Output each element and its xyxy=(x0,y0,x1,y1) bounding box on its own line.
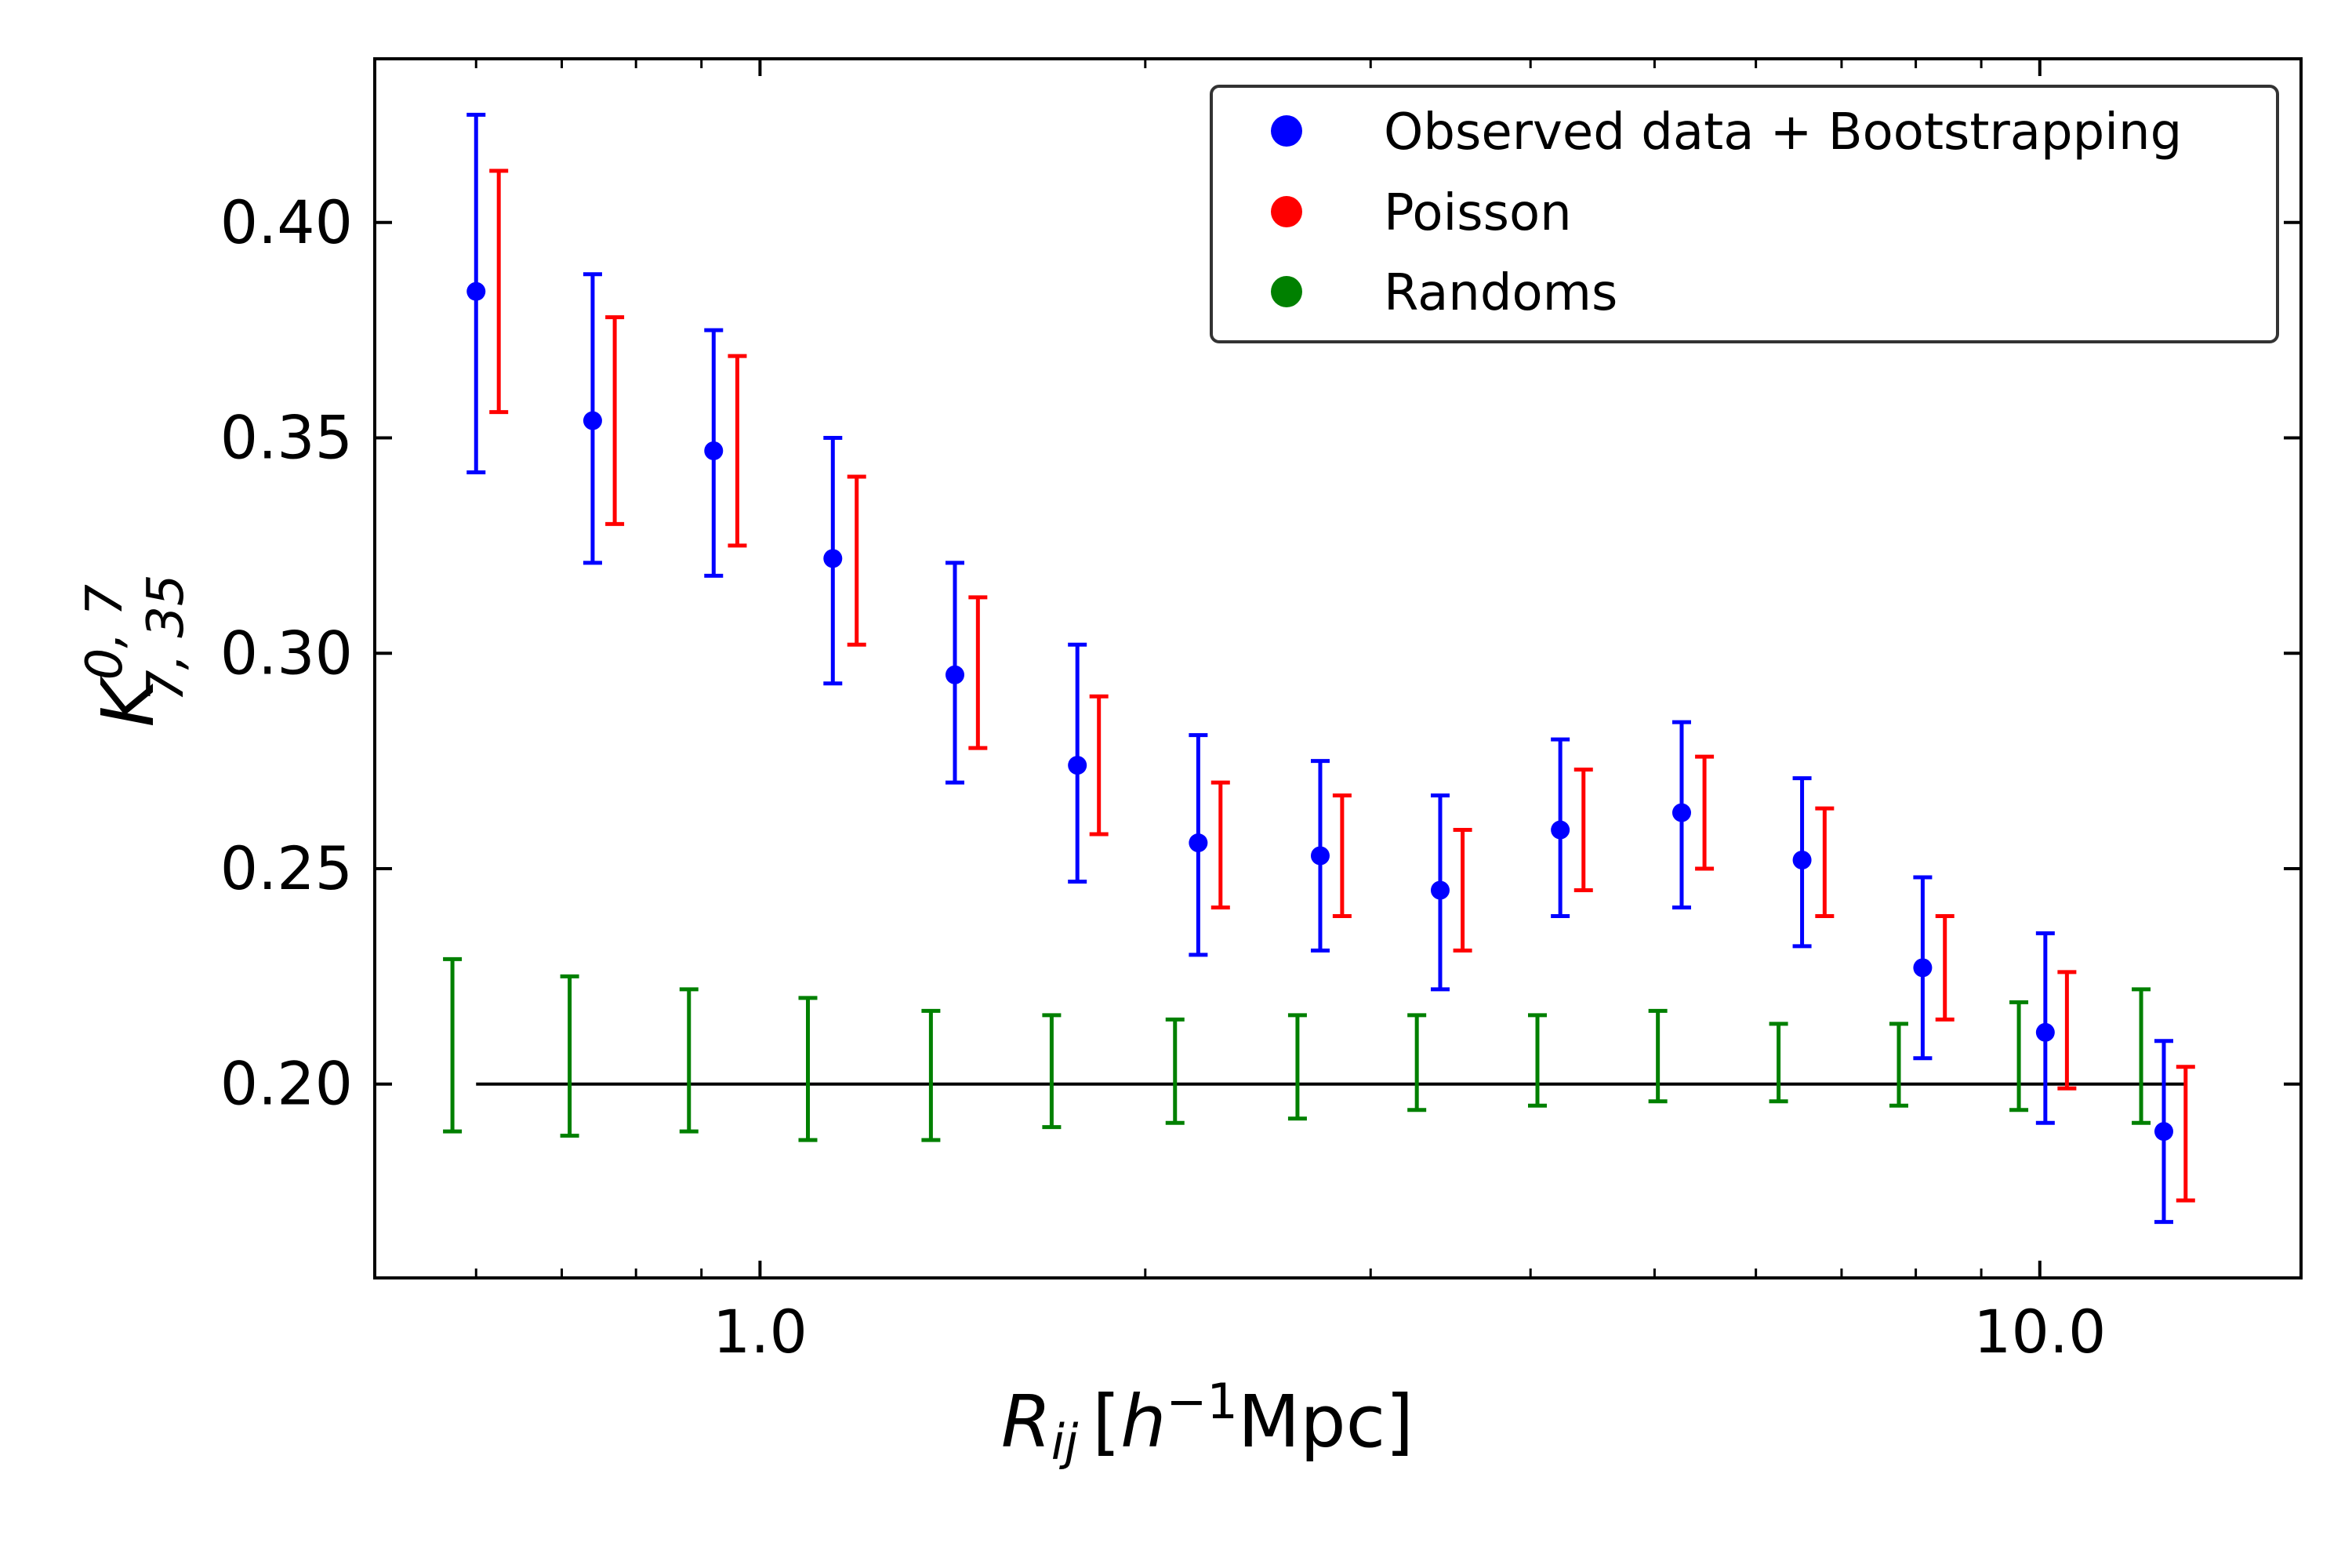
y-tick-label: 0.20 xyxy=(220,1049,353,1119)
y-tick-label: 0.30 xyxy=(220,618,353,688)
legend-box xyxy=(1210,85,2279,343)
x-label-unit: Mpc] xyxy=(1238,1380,1414,1464)
legend-label-randoms: Randoms xyxy=(1384,264,1617,322)
series-randoms xyxy=(443,956,2151,1142)
data-point xyxy=(704,441,724,461)
series-observed-data-bootstrapping xyxy=(466,112,2173,1225)
data-point xyxy=(1068,756,1087,775)
x-axis-label: Rij [h−1Mpc] xyxy=(1001,1373,1414,1471)
data-point xyxy=(1310,846,1330,866)
series-poisson xyxy=(489,169,2195,1203)
data-point xyxy=(1430,880,1450,900)
y-label-sub: 7, 35 xyxy=(137,574,195,702)
series-layer xyxy=(443,112,2195,1225)
ticks-layer: 0.20 0.25 0.30 0.35 0.40 1.0 10.0 xyxy=(220,59,2301,1367)
y-tick-label: 0.35 xyxy=(220,403,353,473)
y-label-sup: 0, 7 xyxy=(76,584,134,680)
x-tick-label: 10.0 xyxy=(1973,1297,2106,1367)
y-label-main: K xyxy=(86,675,170,728)
legend-marker-poisson xyxy=(1271,196,1302,227)
data-point xyxy=(466,281,486,301)
data-point xyxy=(823,549,843,568)
data-point xyxy=(583,411,602,430)
y-axis-label: K0, 77, 35 xyxy=(76,574,195,727)
data-point xyxy=(1671,803,1691,822)
plot-frame xyxy=(373,57,2303,1279)
x-label-bracket: [ xyxy=(1092,1380,1120,1464)
x-label-main: R xyxy=(1001,1380,1051,1464)
data-point xyxy=(2154,1122,2173,1142)
data-point xyxy=(945,665,964,684)
data-point xyxy=(1913,958,1933,978)
legend-label-observed: Observed data + Bootstrapping xyxy=(1384,103,2182,162)
legend-marker-observed xyxy=(1271,115,1302,147)
y-axis-label-group: K0, 77, 35 xyxy=(76,574,195,727)
axes-frame-layer xyxy=(373,57,2303,1279)
legend-marker-randoms xyxy=(1271,276,1302,307)
data-point xyxy=(1189,833,1208,853)
y-tick-label: 0.40 xyxy=(220,187,353,257)
data-point xyxy=(2035,1022,2055,1042)
data-point xyxy=(1551,820,1570,840)
x-label-sub: ij xyxy=(1051,1414,1079,1471)
legend: Observed data + Bootstrapping Poisson Ra… xyxy=(1210,85,2279,343)
data-point xyxy=(1792,851,1812,870)
x-tick-label: 1.0 xyxy=(713,1297,808,1367)
x-label-h: h xyxy=(1120,1380,1166,1464)
y-tick-label: 0.25 xyxy=(220,833,353,903)
x-label-sup: −1 xyxy=(1166,1373,1237,1430)
legend-label-poisson: Poisson xyxy=(1384,184,1572,242)
